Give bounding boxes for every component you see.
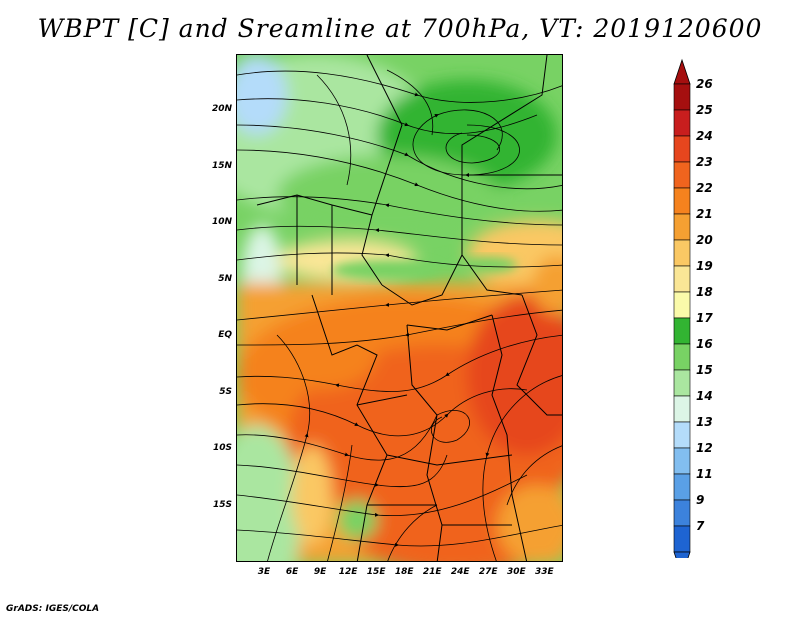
colorbar-top-arrow xyxy=(673,58,691,85)
lat-tick-label: 20N xyxy=(211,104,232,115)
colorbar-swatch xyxy=(673,395,691,423)
lat-tick-label: 10N xyxy=(211,217,232,228)
colorbar-swatch xyxy=(673,135,691,163)
colorbar-swatch xyxy=(673,161,691,189)
colorbar-swatch xyxy=(673,83,691,111)
colorbar-level-label: 15 xyxy=(696,363,713,377)
colorbar-level-label: 25 xyxy=(696,103,713,117)
colorbar-level-label: 20 xyxy=(696,233,713,247)
lon-tick-label: 27E xyxy=(478,567,498,577)
colorbar-swatch xyxy=(673,291,691,319)
colorbar-level-label: 7 xyxy=(696,519,705,533)
colorbar-swatch xyxy=(673,239,691,267)
colorbar-level-label: 17 xyxy=(696,311,713,325)
colorbar-swatch xyxy=(673,525,691,553)
colorbar-swatch xyxy=(673,447,691,475)
colorbar-level-label: 21 xyxy=(696,207,713,221)
lon-tick-label: 30E xyxy=(506,567,526,577)
colorbar-level-label: 24 xyxy=(696,129,713,143)
colorbar-level-label: 12 xyxy=(696,441,713,455)
colorbar-level-label: 22 xyxy=(696,181,713,195)
colorbar-level-label: 23 xyxy=(696,155,713,169)
colorbar xyxy=(673,58,691,558)
lat-tick-label: 15N xyxy=(211,160,232,171)
colorbar-swatch xyxy=(673,109,691,137)
map-panel xyxy=(236,54,563,562)
lon-tick-label: 9E xyxy=(313,567,327,577)
colorbar-level-label: 18 xyxy=(696,285,713,299)
wbpt-field xyxy=(237,55,562,561)
colorbar-swatch xyxy=(673,317,691,345)
colorbar-level-label: 13 xyxy=(696,415,713,429)
colorbar-swatch xyxy=(673,265,691,293)
colorbar-bottom-arrow xyxy=(673,551,691,558)
lat-tick-label: EQ xyxy=(218,330,232,341)
colorbar-swatch xyxy=(673,421,691,449)
lon-tick-label: 21E xyxy=(422,567,442,577)
colorbar-swatch xyxy=(673,343,691,371)
lon-tick-label: 24E xyxy=(450,567,470,577)
lat-tick-label: 5S xyxy=(219,386,232,397)
map-title: WBPT [C] and Sreamline at 700hPa, VT: 20… xyxy=(37,14,763,43)
grads-credit: GrADS: IGES/COLA xyxy=(6,604,100,614)
colorbar-swatch xyxy=(673,187,691,215)
colorbar-level-label: 19 xyxy=(696,259,713,273)
lon-tick-label: 12E xyxy=(338,567,358,577)
lat-tick-label: 5N xyxy=(218,273,232,284)
lon-tick-label: 3E xyxy=(257,567,271,577)
colorbar-level-label: 16 xyxy=(696,337,713,351)
colorbar-swatch xyxy=(673,473,691,501)
colorbar-level-label: 14 xyxy=(696,389,713,403)
lon-tick-label: 6E xyxy=(285,567,299,577)
colorbar-swatch xyxy=(673,369,691,397)
colorbar-level-label: 9 xyxy=(696,493,705,507)
colorbar-level-label: 26 xyxy=(696,77,713,91)
wbpt-streamline-map xyxy=(237,55,562,561)
lat-tick-label: 10S xyxy=(212,443,232,454)
colorbar-level-label: 11 xyxy=(696,467,713,481)
lon-tick-label: 15E xyxy=(366,567,386,577)
colorbar-swatch xyxy=(673,499,691,527)
lon-tick-label: 33E xyxy=(534,567,554,577)
lat-tick-label: 15S xyxy=(212,499,232,510)
streamlines xyxy=(237,69,562,561)
lon-tick-label: 18E xyxy=(394,567,414,577)
colorbar-swatch xyxy=(673,213,691,241)
